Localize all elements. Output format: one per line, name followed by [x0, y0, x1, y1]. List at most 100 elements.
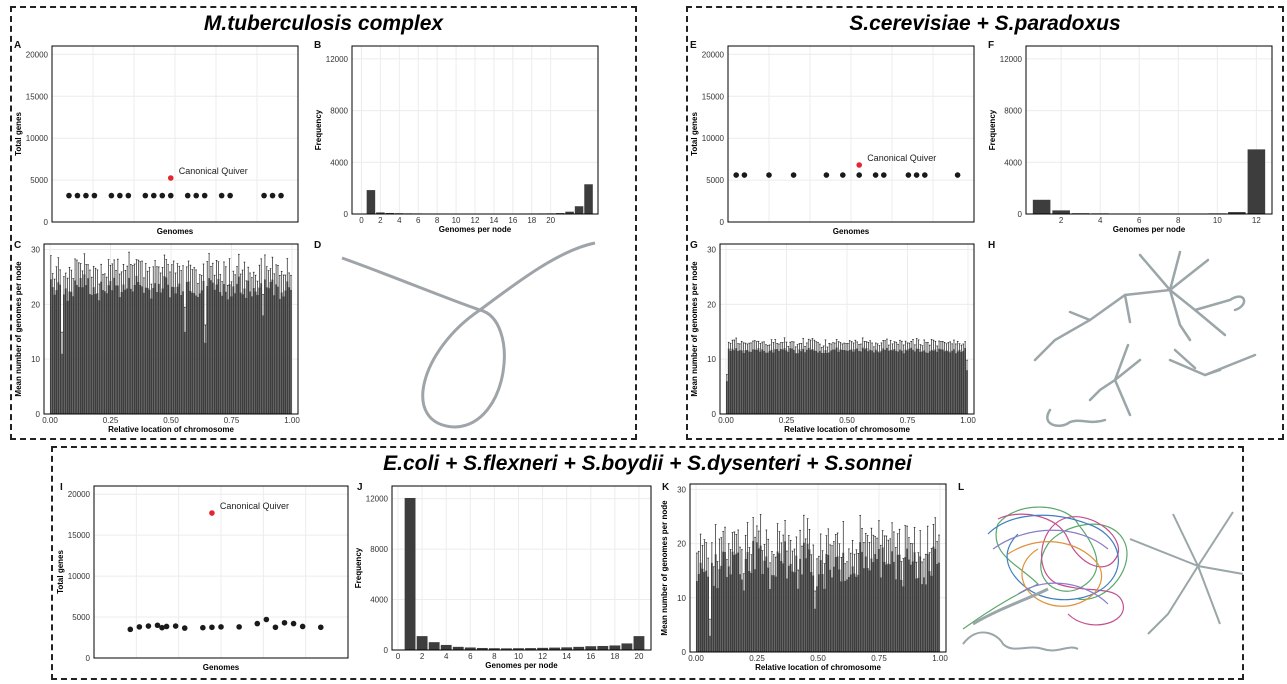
chart-c-bar-7 — [63, 294, 65, 414]
chart-c-bar-12 — [72, 296, 75, 414]
chart-k-bar-97 — [878, 548, 880, 652]
chart-g-bar-33 — [787, 351, 790, 414]
chart-k-bar-84 — [853, 573, 856, 652]
chart-c-bar-57 — [156, 291, 158, 414]
chart-c-bar-80 — [198, 293, 201, 414]
chart-k-bar-31 — [754, 569, 756, 652]
chart-c-bar-8 — [64, 288, 67, 414]
chart-c-bar-22 — [90, 294, 93, 414]
chart-f-xlabel: Genomes per node — [1113, 225, 1186, 234]
chart-g-bar-116 — [941, 349, 944, 414]
chart-k-bar-103 — [889, 564, 892, 652]
chart-g-bar-7 — [739, 350, 741, 414]
chart-g-bar-107 — [925, 352, 927, 414]
chart-k-bar-79 — [844, 580, 847, 652]
chart-b-xtick-6: 12 — [471, 216, 480, 225]
chart-g-bar-72 — [860, 351, 862, 414]
chart-g-bar-98 — [908, 348, 911, 414]
chart-c-bar-97 — [230, 296, 233, 414]
chart-j-bar-1 — [416, 636, 428, 650]
chart-c-bar-119 — [271, 279, 274, 414]
chart-g-bar-26 — [774, 349, 777, 414]
chart-k-xtick-4: 1.00 — [932, 654, 948, 663]
chart-e-point-3 — [790, 172, 797, 178]
panel-label-f: F — [988, 40, 995, 51]
chart-c-bar-29 — [103, 291, 106, 414]
chart-j-bar-4 — [452, 646, 464, 650]
chart-c-bar-99 — [234, 293, 237, 414]
chart-g-bar-108 — [927, 352, 929, 414]
chart-e-point-9 — [905, 172, 912, 178]
chart-f-ytick-2: 8000 — [1004, 107, 1022, 116]
chart-k-bar-68 — [823, 588, 826, 652]
chart-k-bar-34 — [759, 545, 762, 652]
chart-c-bar-82 — [202, 280, 205, 414]
chart-g-bar-123 — [954, 353, 957, 414]
chart-k-bar-72 — [831, 577, 833, 652]
chart-g-bar-129 — [966, 370, 968, 414]
chart-c-bar-125 — [282, 296, 285, 414]
chart-i-point-14 — [272, 624, 279, 631]
chart-g-bar-122 — [953, 349, 955, 414]
chart-g-bar-115 — [940, 349, 942, 414]
chart-c-bar-98 — [232, 286, 235, 414]
chart-k-bar-50 — [789, 563, 792, 652]
chart-g-ylabel: Mean number of genomes per node — [690, 261, 699, 397]
chart-k-bar-117 — [915, 578, 918, 652]
chart-c-bar-47 — [137, 281, 140, 414]
chart-c-bar-31 — [107, 285, 110, 414]
panel-label-g: G — [690, 240, 698, 251]
chart-c-bar-73 — [185, 281, 188, 414]
chart-j-bar-6 — [476, 647, 488, 650]
chart-c-bar-122 — [277, 286, 279, 414]
chart-g-bar-69 — [854, 349, 857, 414]
chart-e-ytick-2: 10000 — [702, 134, 725, 143]
chart-c-bar-83 — [204, 342, 207, 414]
chart-f-ytick-1: 4000 — [1004, 158, 1022, 167]
chart-i-point-13 — [263, 616, 270, 623]
chart-g-bar-12 — [748, 351, 751, 414]
chart-c-bar-16 — [79, 278, 82, 414]
chart-k-bar-41 — [772, 575, 775, 652]
chart-i-point-15 — [281, 619, 288, 626]
chart-c-bar-92 — [221, 295, 223, 414]
chart-a-point-14 — [218, 192, 225, 199]
chart-k-bar-13 — [720, 565, 723, 652]
chart-k-bar-111 — [904, 557, 907, 652]
chart-g-bar-64 — [845, 350, 847, 414]
chart-i-point-3 — [154, 622, 161, 629]
chart-c-bar-44 — [131, 291, 134, 414]
chart-c-bar-71 — [182, 291, 184, 414]
chart-j-bar-14 — [573, 646, 585, 650]
chart-k-bar-53 — [795, 555, 798, 652]
chart-c-bar-123 — [278, 298, 281, 414]
chart-c-bar-103 — [241, 294, 244, 414]
chart-c-bar-13 — [74, 280, 76, 414]
chart-g-xtick-2: 0.50 — [839, 416, 855, 425]
chart-g-bar-27 — [776, 348, 778, 414]
chart-c-bar-112 — [258, 287, 261, 414]
chart-c-bar-104 — [243, 288, 246, 414]
chart-c-bar-10 — [68, 291, 71, 414]
chart-f-xtick-1: 4 — [1098, 216, 1103, 225]
chart-c-bar-101 — [238, 276, 240, 414]
chart-c-ytick-2: 20 — [31, 300, 40, 309]
chart-k-bar-33 — [757, 548, 760, 652]
chart-g-ytick-1: 10 — [707, 355, 716, 364]
chart-c-bar-18 — [83, 274, 86, 414]
chart-k-bar-100 — [883, 561, 886, 652]
chart-k-bar-10 — [714, 554, 717, 652]
chart-k-bar-8 — [711, 562, 713, 652]
chart-k-bar-71 — [829, 569, 831, 652]
chart-c-bar-30 — [105, 293, 108, 414]
chart-k-xtick-2: 0.50 — [810, 654, 826, 663]
chart-a-point-0 — [66, 192, 72, 199]
chart-c-xtick-0: 0.00 — [42, 416, 58, 425]
chart-g-bar-52 — [822, 352, 825, 414]
group-title-mtb: M.tuberculosis complex — [203, 12, 444, 35]
chart-c-bar-6 — [61, 353, 63, 414]
chart-a-point-10 — [167, 192, 174, 199]
chart-k-bar-35 — [761, 573, 764, 652]
chart-g-bar-50 — [819, 350, 821, 414]
chart-f-xtick-4: 10 — [1213, 216, 1222, 225]
